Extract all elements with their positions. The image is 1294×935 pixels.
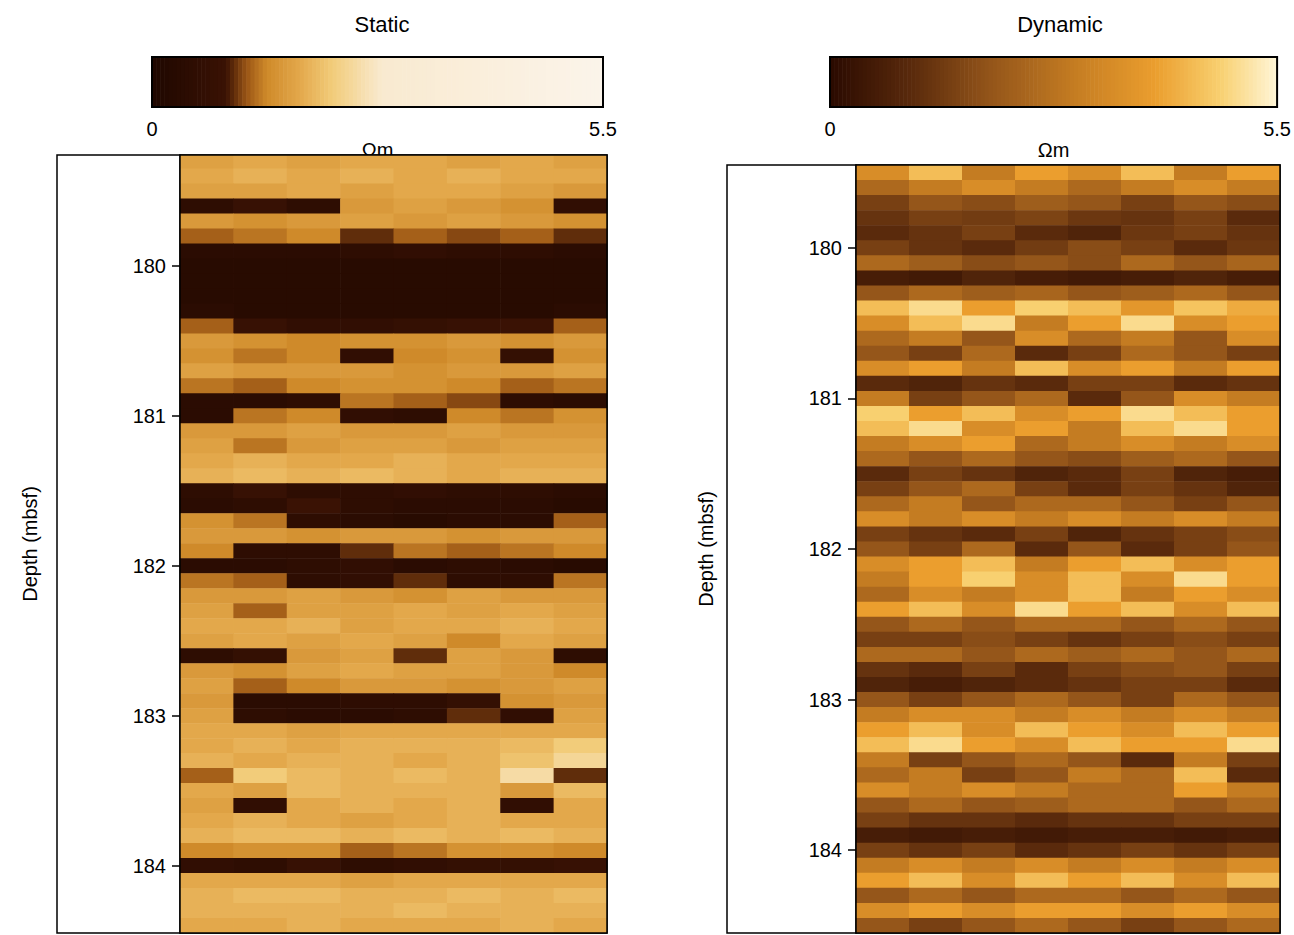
svg-text:0: 0 [824, 118, 835, 140]
svg-text:Dynamic: Dynamic [1017, 12, 1103, 37]
svg-text:184: 184 [133, 855, 166, 877]
svg-text:181: 181 [133, 405, 166, 427]
svg-text:Ωm: Ωm [1038, 139, 1070, 161]
svg-text:Depth (mbsf): Depth (mbsf) [19, 486, 41, 602]
svg-text:183: 183 [809, 689, 842, 711]
svg-text:183: 183 [133, 705, 166, 727]
svg-text:Depth (mbsf): Depth (mbsf) [695, 491, 717, 607]
svg-text:0: 0 [146, 118, 157, 140]
svg-text:Static: Static [354, 12, 409, 37]
svg-text:180: 180 [809, 237, 842, 259]
svg-text:182: 182 [809, 538, 842, 560]
svg-text:Ωm: Ωm [361, 138, 394, 161]
svg-text:5.5: 5.5 [589, 118, 617, 140]
svg-text:181: 181 [809, 387, 842, 409]
svg-text:180: 180 [133, 255, 166, 277]
svg-text:182: 182 [133, 555, 166, 577]
svg-text:184: 184 [809, 839, 842, 861]
svg-text:5.5: 5.5 [1263, 118, 1291, 140]
